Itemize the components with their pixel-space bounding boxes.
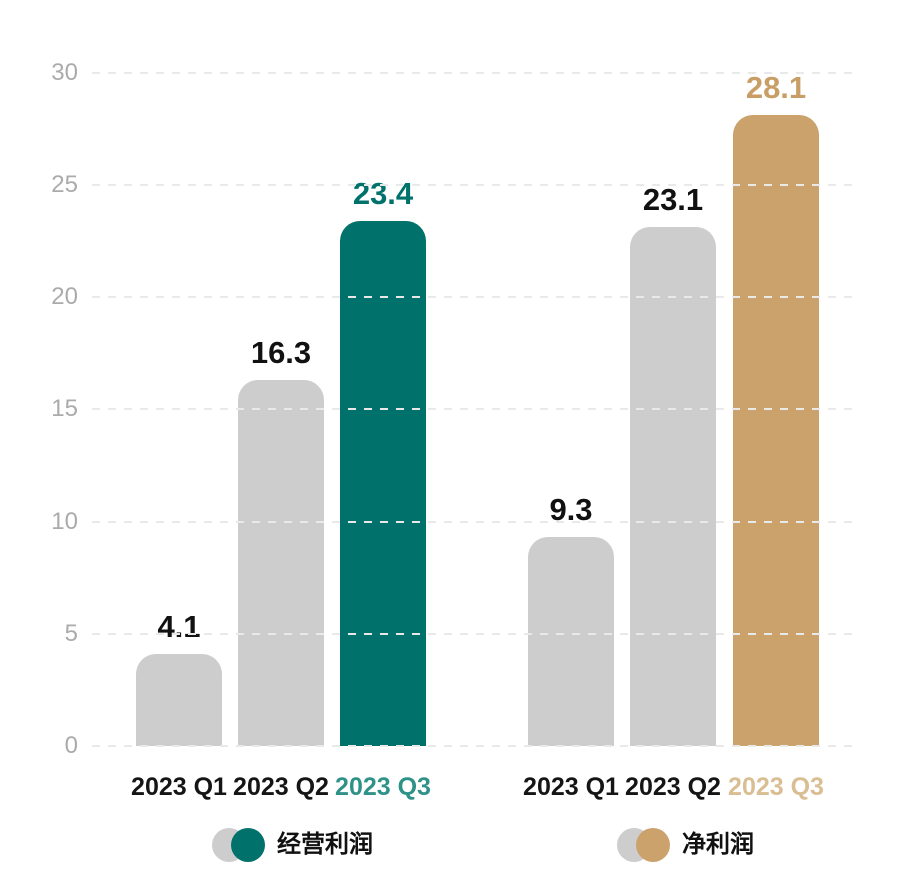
value-label-2023-q3-g2: 28.1 (745, 70, 807, 105)
y-axis-label-25: 25 (51, 171, 78, 198)
y-axis-label-5: 5 (64, 620, 78, 647)
legend-tan-dot (636, 828, 670, 862)
gridline-25 (92, 184, 852, 186)
value-label-2023-q2-g1: 16.3 (250, 335, 312, 370)
bar-2023-q3-g2 (733, 115, 819, 746)
gridline-0 (92, 745, 852, 747)
x-axis-label-2023-q1-g2: 2023 Q1 (523, 773, 619, 801)
legend-label-operating-profit: 经营利润 (277, 831, 373, 858)
value-label-2023-q1-g1: 4.1 (157, 609, 201, 644)
legend-teal-dot (231, 828, 265, 862)
value-label-2023-q2-g2: 23.1 (642, 182, 704, 217)
bar-2023-q1-g1 (136, 654, 222, 746)
legend-item-operating-profit: 经营利润 (212, 826, 373, 864)
x-axis-label-2023-q1-g1: 2023 Q1 (131, 773, 227, 801)
x-axis-label-2023-q3-g1: 2023 Q3 (335, 773, 431, 801)
x-axis-label-2023-q2-g1: 2023 Q2 (233, 773, 329, 801)
y-axis-label-10: 10 (51, 508, 78, 535)
y-axis-label-30: 30 (51, 59, 78, 86)
legend-label-net-profit: 净利润 (682, 831, 754, 858)
x-axis-label-2023-q3-g2: 2023 Q3 (728, 773, 824, 801)
gridline-5 (92, 633, 852, 635)
y-axis-label-15: 15 (51, 395, 78, 422)
gridline-15 (92, 408, 852, 410)
legend-item-net-profit: 净利润 (617, 826, 754, 864)
gridline-10 (92, 521, 852, 523)
x-axis-label-2023-q2-g2: 2023 Q2 (625, 773, 721, 801)
value-label-2023-q1-g2: 9.3 (549, 492, 593, 527)
y-axis-label-0: 0 (64, 732, 78, 759)
bar-2023-q3-g1 (340, 221, 426, 746)
bar-2023-q2-g1 (238, 380, 324, 746)
bar-2023-q2-g2 (630, 227, 716, 746)
y-axis-label-20: 20 (51, 283, 78, 310)
bar-2023-q1-g2 (528, 537, 614, 746)
gridline-20 (92, 296, 852, 298)
value-label-2023-q3-g1: 23.4 (352, 176, 414, 211)
gridline-30 (92, 72, 852, 74)
